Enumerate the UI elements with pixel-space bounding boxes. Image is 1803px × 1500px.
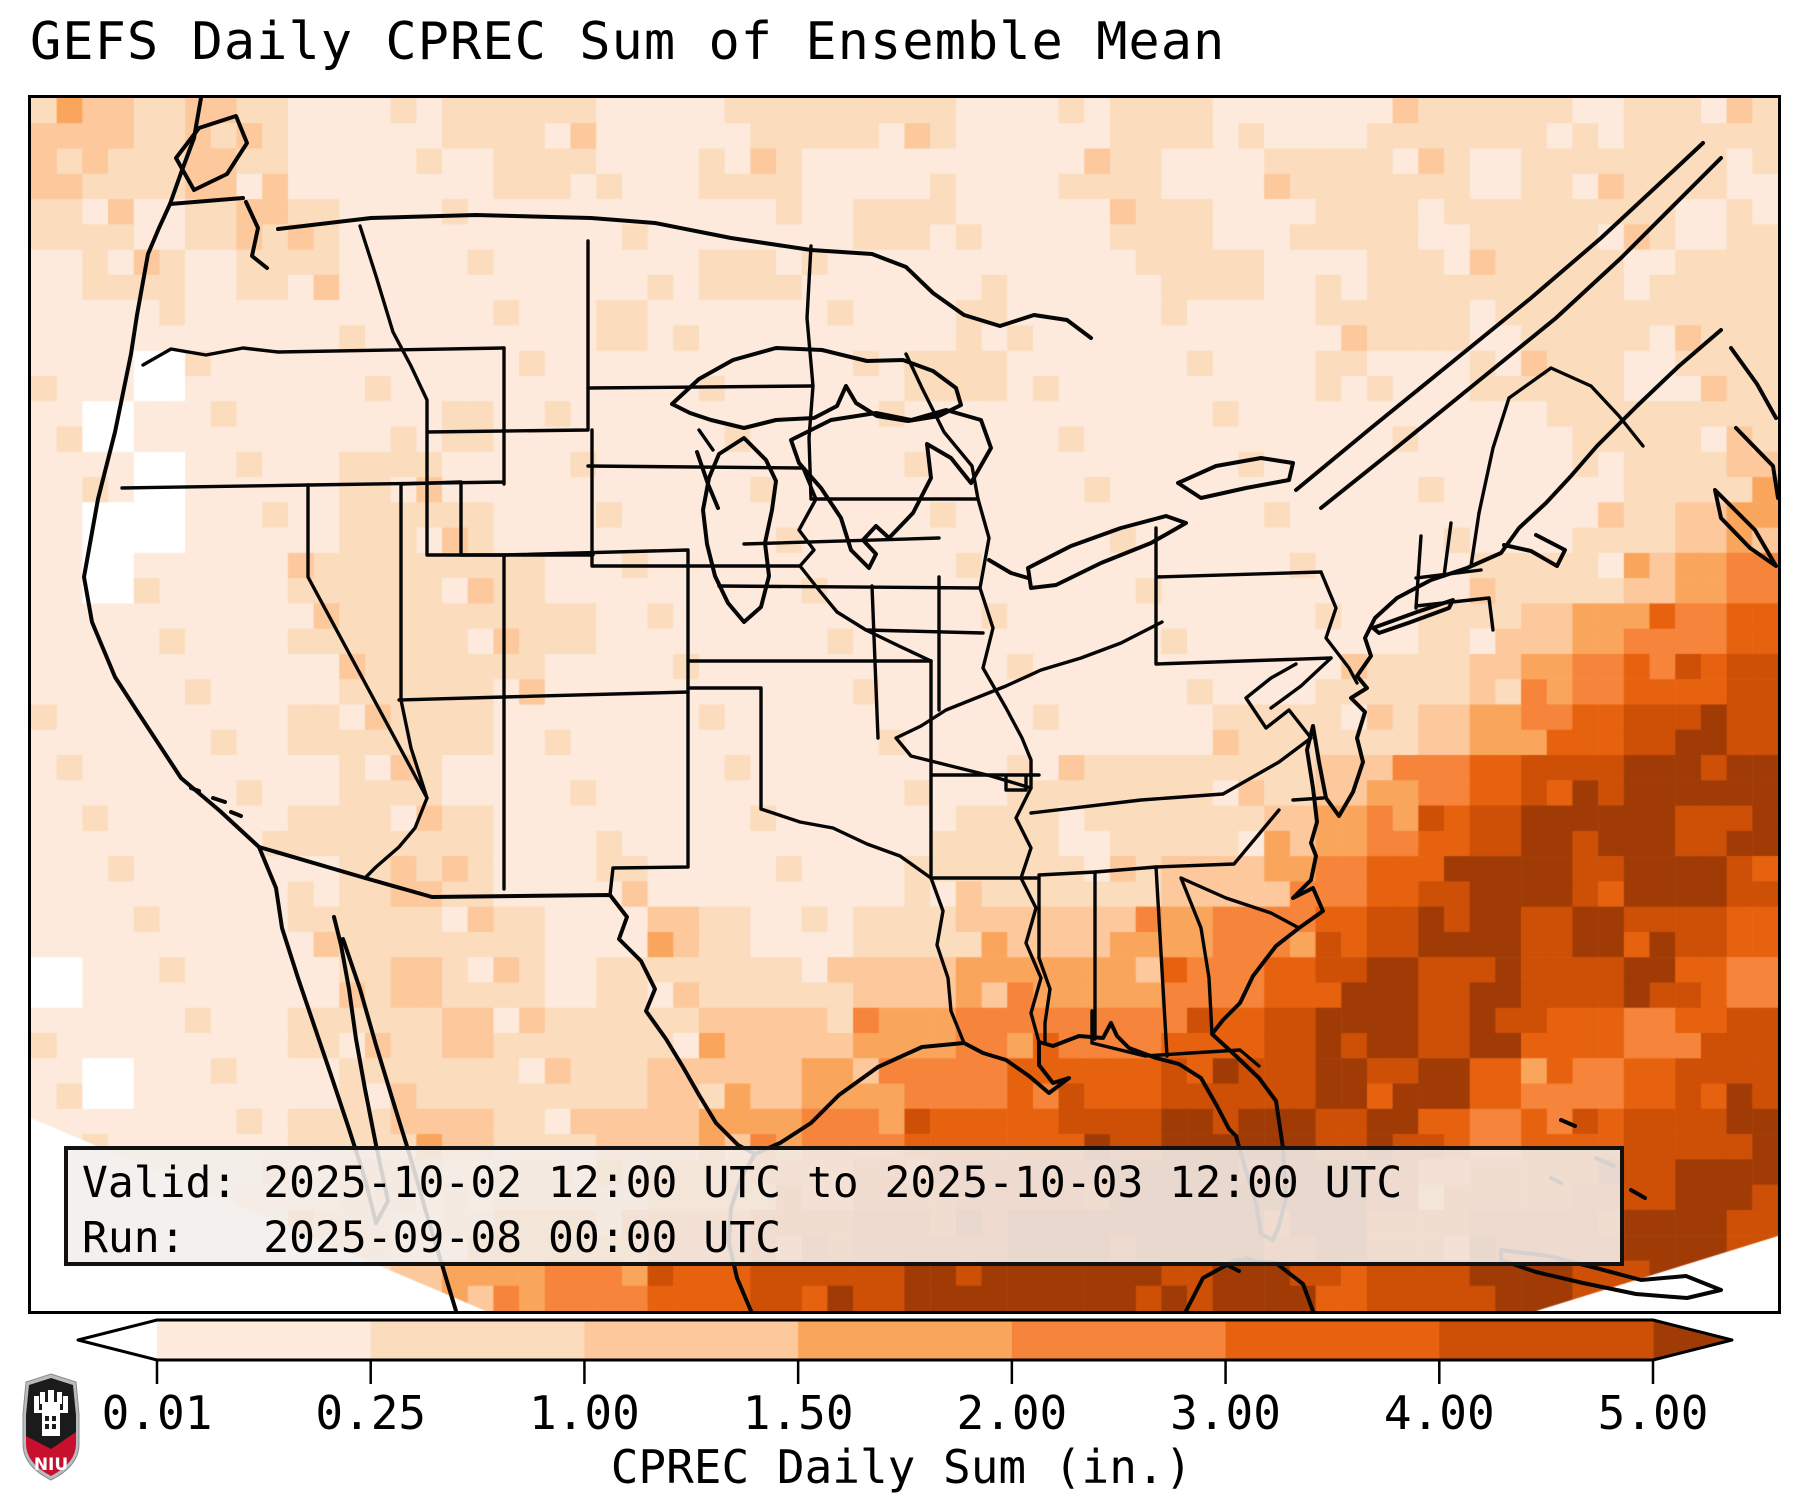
colorbar-tick-label: 1.00 — [529, 1386, 640, 1440]
colorbar-axis-label: CPREC Daily Sum (in.) — [610, 1440, 1193, 1494]
run-time-text: Run: 2025-09-08 00:00 UTC — [82, 1213, 781, 1263]
validity-info-box: Valid: 2025-10-02 12:00 UTC to 2025-10-0… — [64, 1146, 1624, 1266]
colorbar-segment — [584, 1320, 799, 1360]
colorbar-segment — [1225, 1320, 1440, 1360]
great-lakes-paths — [670, 346, 1295, 624]
colorbar-over-arrow — [1653, 1320, 1732, 1360]
basemap-borders — [82, 98, 1778, 1311]
colorbar-tick-label: 1.50 — [742, 1386, 854, 1440]
colorbar-tick-label: 0.25 — [315, 1386, 427, 1440]
castle-icon — [34, 1390, 68, 1436]
colorbar-segment — [157, 1320, 372, 1360]
colorbar-segment — [1439, 1320, 1654, 1360]
colorbar-segment — [1011, 1320, 1227, 1360]
colorbar-tick-label: 2.00 — [956, 1386, 1068, 1440]
state-border-paths — [120, 224, 1645, 1068]
colorbar-tick-label: 5.00 — [1597, 1386, 1709, 1440]
colorbar-svg — [76, 1318, 1734, 1384]
valid-time-text: Valid: 2025-10-02 12:00 UTC to 2025-10-0… — [82, 1158, 1403, 1208]
colorbar-segment — [798, 1320, 1013, 1360]
colorbar-under-arrow — [78, 1320, 157, 1360]
colorbar-tick-label: 0.01 — [101, 1386, 213, 1440]
page-title: GEFS Daily CPREC Sum of Ensemble Mean — [30, 12, 1226, 72]
precipitation-map: Valid: 2025-10-02 12:00 UTC to 2025-10-0… — [28, 95, 1781, 1314]
colorbar-segment — [370, 1320, 586, 1360]
precipitation-heatmap-canvas — [31, 98, 1778, 1311]
colorbar-tick-labels: 0.01 0.25 1.00 1.50 2.00 3.00 4.00 5.00 — [28, 1386, 1775, 1440]
colorbar-tick-label: 4.00 — [1383, 1386, 1495, 1440]
niu-logo-text: NIU — [34, 1455, 68, 1475]
colorbar-tick-label: 3.00 — [1170, 1386, 1281, 1440]
niu-logo: NIU — [22, 1373, 80, 1481]
colorbar — [28, 1316, 1775, 1391]
